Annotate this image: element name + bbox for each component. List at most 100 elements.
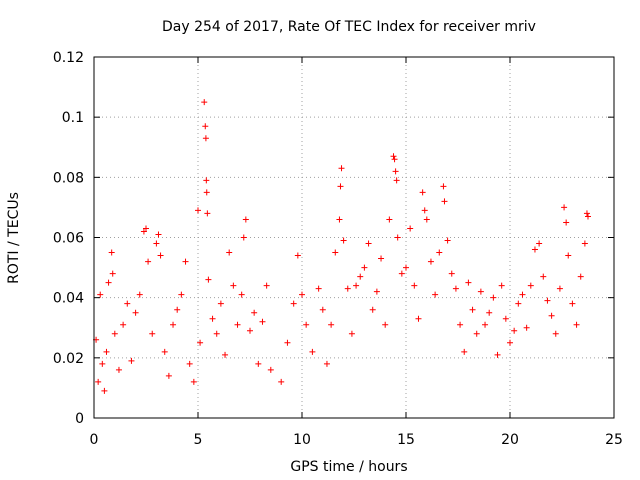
data-point	[230, 282, 237, 289]
data-point	[182, 258, 189, 265]
data-point	[202, 135, 209, 142]
data-point	[423, 216, 430, 223]
data-point	[217, 300, 224, 307]
data-point	[552, 330, 559, 337]
data-point	[336, 216, 343, 223]
x-tick-label: 5	[194, 432, 203, 448]
data-point	[365, 240, 372, 247]
data-point	[290, 300, 297, 307]
y-tick-label: 0.1	[62, 110, 84, 126]
data-point	[165, 372, 172, 379]
data-point	[548, 312, 555, 319]
data-point	[315, 285, 322, 292]
data-point	[128, 357, 135, 364]
data-point	[556, 285, 563, 292]
data-point	[255, 360, 262, 367]
data-point	[284, 339, 291, 346]
data-point	[440, 183, 447, 190]
data-point	[97, 291, 104, 298]
data-point	[323, 360, 330, 367]
data-point	[299, 291, 305, 298]
data-point	[369, 306, 376, 313]
y-tick-label: 0.06	[53, 231, 84, 247]
data-point	[132, 309, 139, 316]
data-point	[267, 366, 274, 373]
data-point	[382, 321, 389, 328]
data-point	[490, 294, 497, 301]
data-point	[186, 360, 193, 367]
data-point	[511, 327, 518, 334]
data-point	[519, 291, 526, 298]
data-point	[242, 216, 249, 223]
data-point	[432, 291, 439, 298]
y-tick-label: 0.08	[53, 170, 84, 186]
data-point	[247, 327, 253, 334]
data-point	[108, 249, 115, 256]
data-point	[391, 156, 398, 163]
data-point	[101, 387, 108, 394]
data-point	[240, 234, 247, 241]
data-point	[386, 216, 393, 223]
data-point	[353, 282, 360, 289]
data-point	[251, 309, 258, 316]
y-tick-labels: 0 0.02 0.04 0.06 0.08 0.1 0.12	[53, 50, 84, 427]
data-point	[204, 210, 211, 217]
data-point	[419, 189, 426, 196]
data-point	[319, 306, 326, 313]
data-point	[444, 237, 451, 244]
data-point	[577, 273, 584, 280]
data-point	[178, 291, 185, 298]
data-point	[441, 198, 448, 205]
data-point	[115, 366, 122, 373]
data-point	[201, 99, 208, 106]
data-point	[469, 306, 476, 313]
data-point	[149, 330, 156, 337]
data-point	[561, 204, 568, 211]
data-point	[465, 279, 472, 286]
data-point	[573, 321, 580, 328]
data-point	[109, 270, 116, 277]
data-point	[294, 252, 301, 259]
data-point	[234, 321, 241, 328]
y-axis-label: ROTI / TECUs	[6, 192, 22, 284]
data-point	[338, 165, 345, 172]
data-point	[303, 321, 310, 328]
x-tick-labels: 0 5 10 15 20 25	[90, 432, 623, 448]
data-point	[569, 300, 576, 307]
data-point	[161, 348, 168, 355]
data-point	[222, 351, 229, 358]
data-point	[421, 207, 428, 214]
data-point	[337, 183, 344, 190]
data-point	[540, 273, 547, 280]
data-point	[195, 207, 201, 214]
data-point	[373, 288, 380, 295]
x-axis-label: GPS time / hours	[290, 459, 407, 475]
data-point	[403, 264, 409, 271]
data-point	[473, 330, 480, 337]
data-point	[174, 306, 181, 313]
data-point	[348, 330, 355, 337]
data-point	[581, 240, 588, 247]
data-point	[309, 348, 316, 355]
data-point	[411, 282, 418, 289]
data-point	[203, 189, 210, 196]
data-point	[390, 153, 397, 160]
data-point	[486, 309, 493, 316]
grid	[94, 57, 614, 418]
data-point	[527, 282, 534, 289]
data-point	[392, 168, 399, 175]
x-tick-label: 20	[501, 432, 519, 448]
data-point	[197, 339, 204, 346]
data-point	[394, 234, 401, 241]
data-point	[344, 285, 351, 292]
data-point	[278, 378, 285, 385]
y-tick-label: 0.04	[53, 291, 84, 307]
data-point	[563, 219, 570, 226]
data-point	[585, 213, 591, 220]
data-point	[515, 300, 522, 307]
data-point	[157, 252, 164, 259]
x-tick-label: 15	[397, 432, 415, 448]
data-point	[263, 282, 270, 289]
data-point	[143, 225, 149, 232]
data-point	[170, 321, 177, 328]
